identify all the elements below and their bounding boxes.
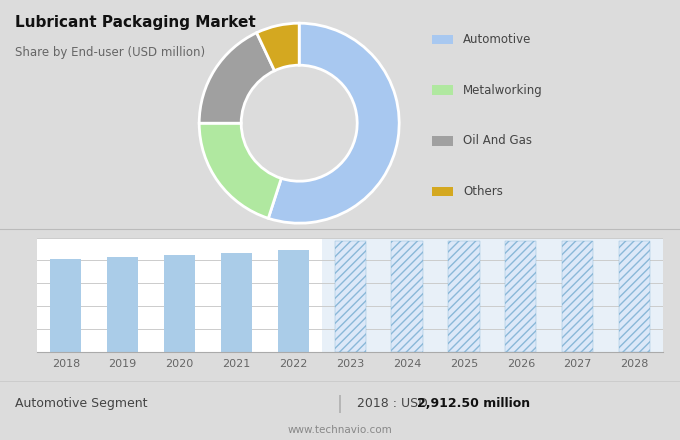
Bar (392, 241, 423, 352)
Text: Metalworking: Metalworking (463, 84, 543, 97)
Bar (221, 253, 252, 352)
Text: Oil And Gas: Oil And Gas (463, 134, 532, 147)
Bar (335, 241, 366, 352)
Text: Share by End-user (USD million): Share by End-user (USD million) (15, 46, 205, 59)
Text: 2,912.50 million: 2,912.50 million (417, 397, 530, 411)
Bar (107, 257, 138, 352)
Text: Automotive: Automotive (463, 33, 531, 46)
Text: Others: Others (463, 185, 503, 198)
Wedge shape (199, 123, 282, 218)
Bar (619, 241, 650, 352)
Bar (448, 241, 479, 352)
Bar (505, 241, 537, 352)
Bar (277, 250, 309, 352)
Wedge shape (199, 33, 275, 123)
Bar (562, 241, 594, 352)
Bar (322, 238, 663, 352)
Text: Automotive Segment: Automotive Segment (15, 397, 148, 411)
Wedge shape (256, 23, 299, 71)
Bar (50, 260, 82, 352)
Text: Lubricant Packaging Market: Lubricant Packaging Market (15, 15, 256, 30)
Text: www.technavio.com: www.technavio.com (288, 425, 392, 435)
Text: 2018 : USD: 2018 : USD (357, 397, 432, 411)
Bar (164, 255, 195, 352)
Text: |: | (337, 395, 343, 413)
Wedge shape (269, 23, 399, 223)
